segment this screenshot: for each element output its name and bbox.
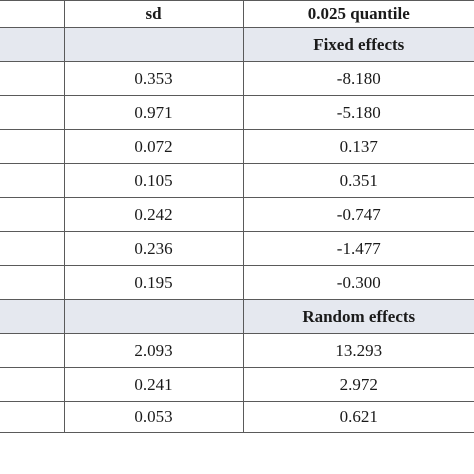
section-cell-blank	[0, 299, 64, 334]
section-label-fixed-effects: Fixed effects	[242, 27, 474, 62]
header-cell-sd: sd	[63, 0, 243, 28]
row-label-cell	[0, 163, 64, 198]
sd-cell: 0.072	[63, 129, 243, 164]
quantile-cell: 0.351	[242, 163, 474, 198]
row-label-cell	[0, 95, 64, 130]
row-label-cell	[0, 265, 64, 300]
quantile-cell: 13.293	[242, 333, 474, 368]
sd-cell: 0.241	[63, 367, 243, 402]
table-row: 2.093 13.293	[0, 333, 474, 368]
section-cell-blank	[0, 27, 64, 62]
table-row: 0.241 2.972	[0, 367, 474, 402]
section-row-fixed: Fixed effects	[0, 27, 474, 62]
row-label-cell	[0, 197, 64, 232]
sd-cell: 0.105	[63, 163, 243, 198]
quantile-cell: -0.747	[242, 197, 474, 232]
section-cell-blank	[63, 27, 243, 62]
table-row: 0.971 -5.180	[0, 95, 474, 130]
sd-cell: 0.971	[63, 95, 243, 130]
sd-cell: 0.236	[63, 231, 243, 266]
quantile-cell: 2.972	[242, 367, 474, 402]
quantile-cell: -0.300	[242, 265, 474, 300]
table-row: 0.242 -0.747	[0, 197, 474, 232]
quantile-cell: -8.180	[242, 61, 474, 96]
table-row: 0.195 -0.300	[0, 265, 474, 300]
sd-cell: 0.195	[63, 265, 243, 300]
table-row: 0.053 0.621	[0, 401, 474, 433]
quantile-cell: -1.477	[242, 231, 474, 266]
sd-cell: 0.353	[63, 61, 243, 96]
quantile-cell: 0.137	[242, 129, 474, 164]
row-label-cell	[0, 129, 64, 164]
quantile-cell: -5.180	[242, 95, 474, 130]
table-row: 0.072 0.137	[0, 129, 474, 164]
section-row-random: Random effects	[0, 299, 474, 334]
section-label-random-effects: Random effects	[242, 299, 474, 334]
section-cell-blank	[63, 299, 243, 334]
sd-cell: 2.093	[63, 333, 243, 368]
table-row: 0.353 -8.180	[0, 61, 474, 96]
sd-cell: 0.053	[63, 401, 243, 433]
row-label-cell	[0, 61, 64, 96]
row-label-cell	[0, 401, 64, 433]
row-label-cell	[0, 333, 64, 368]
header-row: sd 0.025 quantile	[0, 0, 474, 28]
header-cell-quantile: 0.025 quantile	[242, 0, 474, 28]
row-label-cell	[0, 367, 64, 402]
table-row: 0.105 0.351	[0, 163, 474, 198]
table-row: 0.236 -1.477	[0, 231, 474, 266]
sd-cell: 0.242	[63, 197, 243, 232]
quantile-cell: 0.621	[242, 401, 474, 433]
results-table: sd 0.025 quantile Fixed effects 0.353 -8…	[0, 0, 474, 433]
row-label-cell	[0, 231, 64, 266]
header-cell-blank	[0, 0, 64, 28]
